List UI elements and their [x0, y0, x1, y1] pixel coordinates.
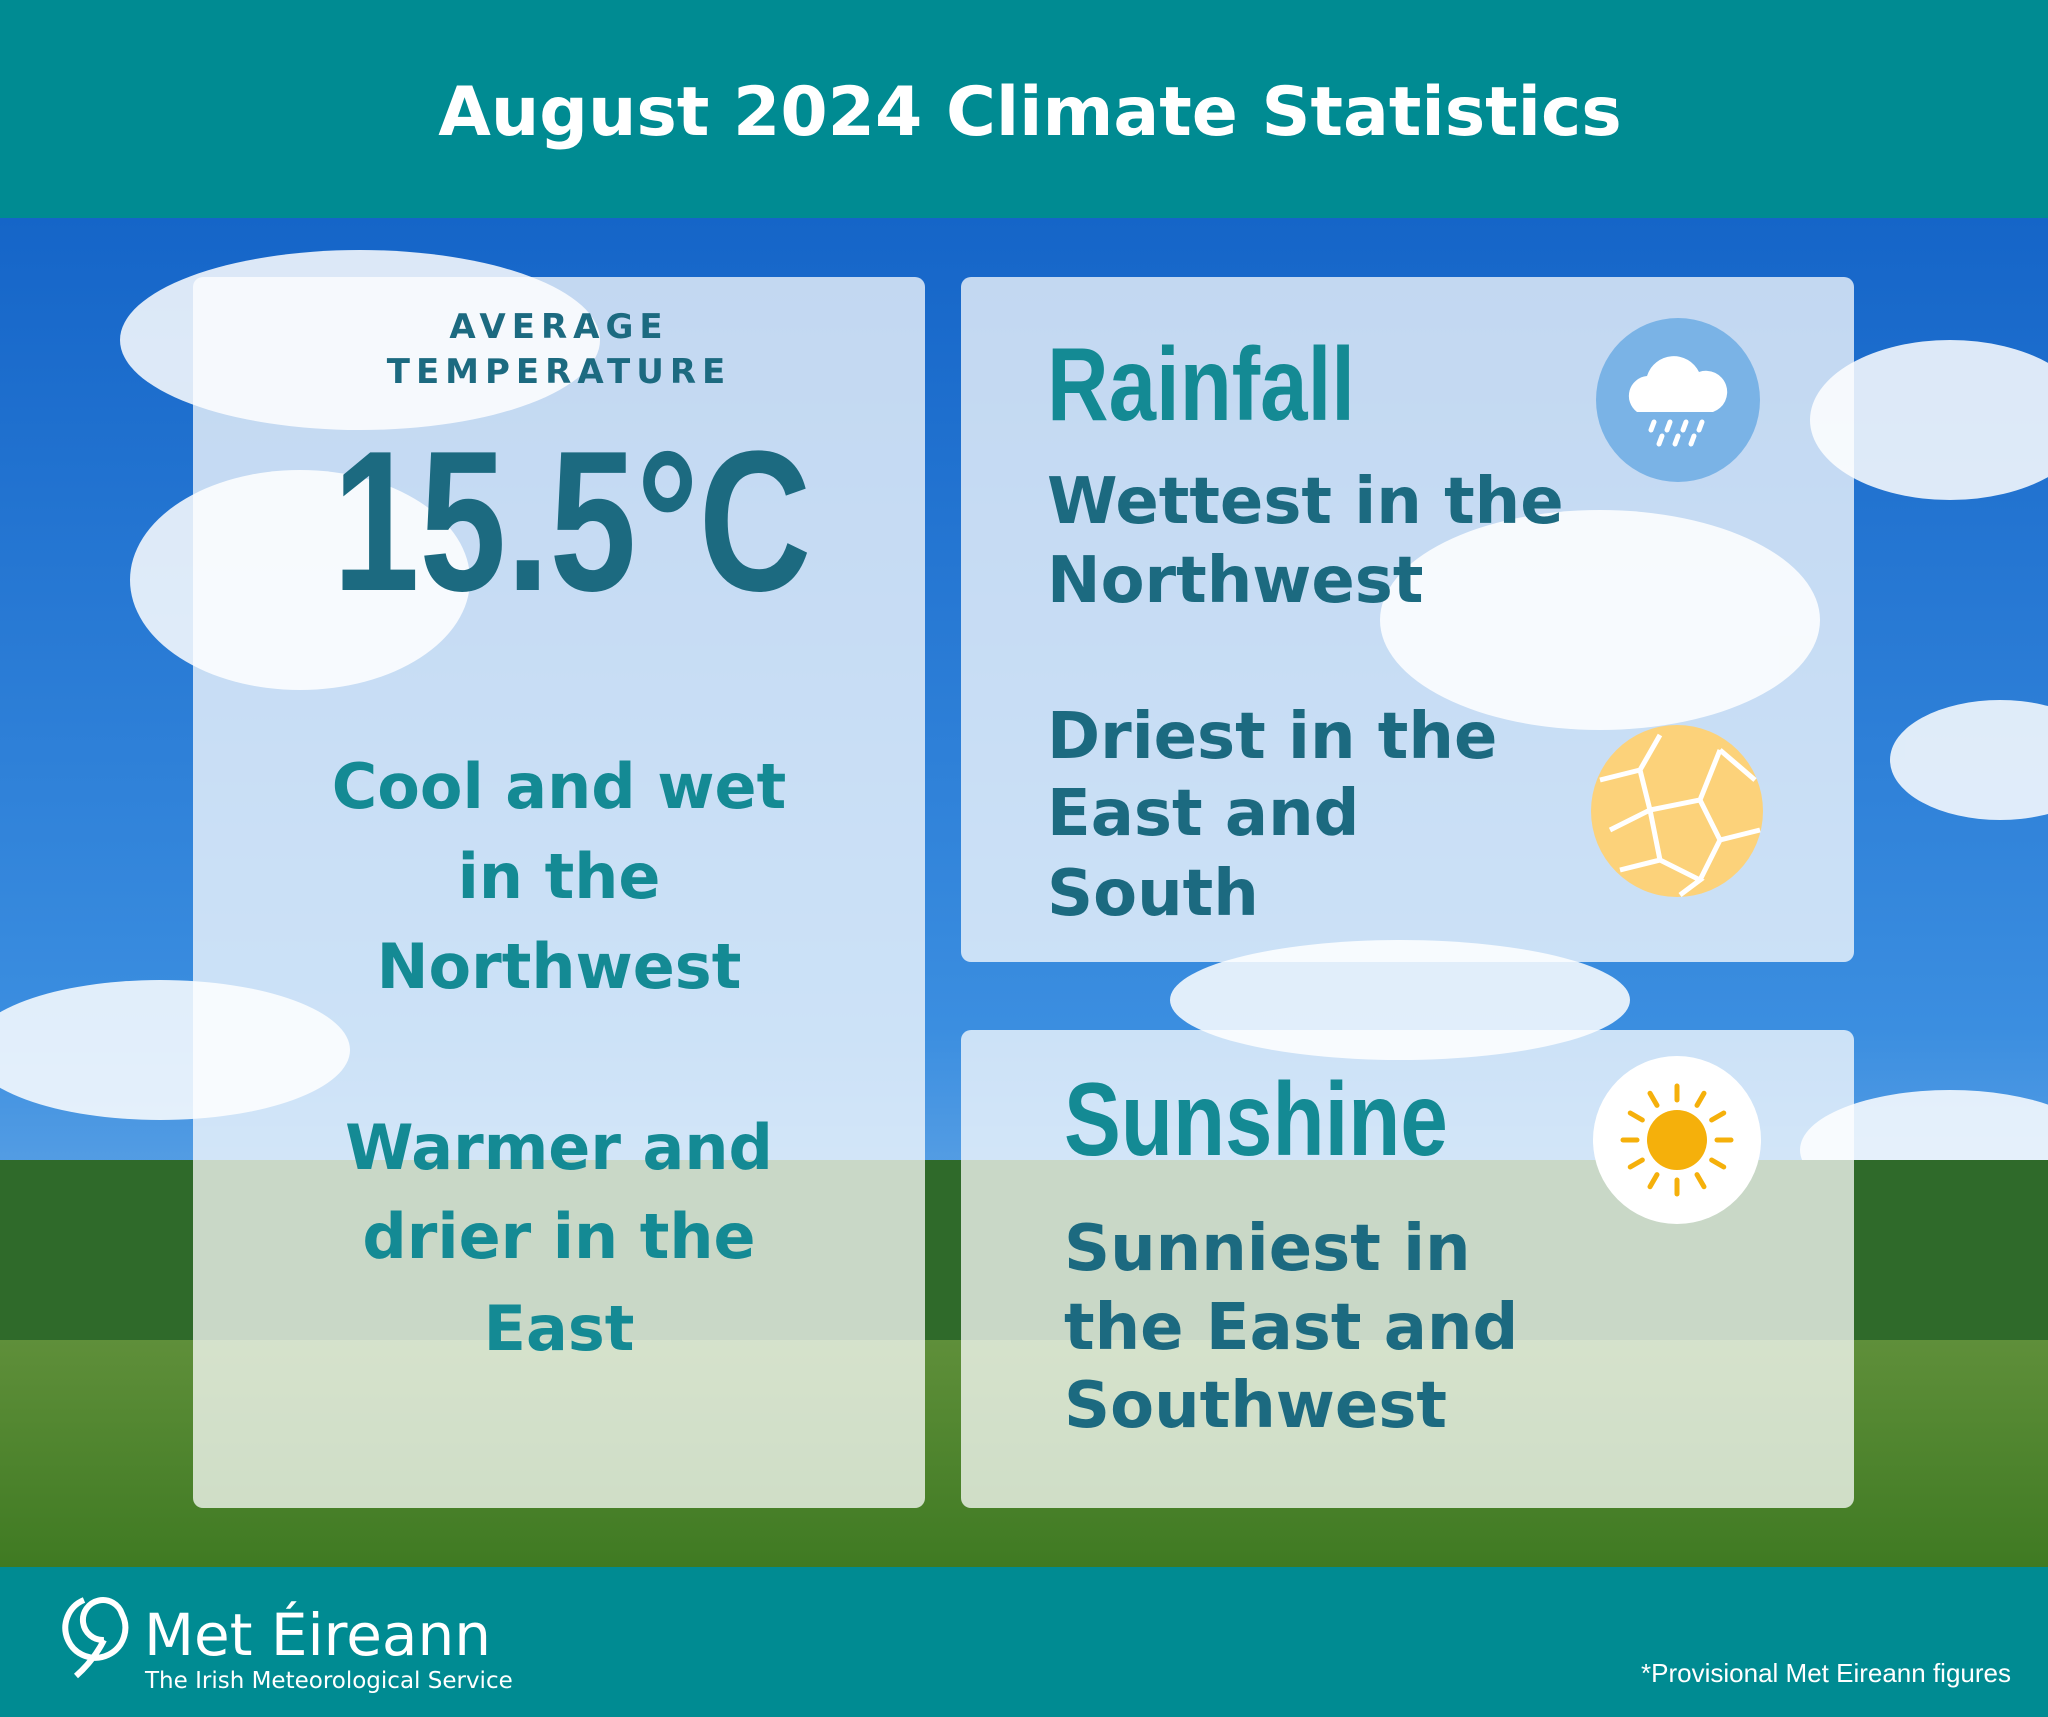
logo-tagline: The Irish Meteorological Service	[144, 1668, 513, 1694]
logo-text: Met Éireann	[144, 1600, 491, 1669]
footer-band	[0, 1567, 2048, 1717]
sunshine-text: Southwest	[1064, 1369, 1447, 1443]
header-band	[0, 0, 2048, 218]
sun-icon	[1593, 1056, 1761, 1224]
rainfall-text: South	[1047, 857, 1259, 931]
sun-ray	[1627, 1110, 1645, 1123]
logo-mark	[62, 1597, 129, 1679]
rainfall-text: East and	[1047, 777, 1359, 851]
rainfall-text: Driest in the	[1047, 700, 1497, 774]
temp-note: in the	[458, 840, 661, 913]
temp-note: drier in the	[362, 1200, 755, 1273]
dry-icon	[1591, 725, 1763, 897]
temp-note: Cool and wet	[332, 750, 786, 823]
sunshine-text: Sunniest in	[1064, 1212, 1471, 1286]
rainfall-title: Rainfall	[1047, 327, 1355, 443]
sun-ray	[1647, 1090, 1660, 1108]
footnote: *Provisional Met Eireann figures	[1641, 1658, 2011, 1688]
temp-note: Northwest	[377, 930, 742, 1003]
temperature-card	[193, 277, 925, 1508]
temp-label: TEMPERATURE	[387, 352, 731, 392]
temp-note: East	[484, 1292, 635, 1365]
sun-ray	[1694, 1090, 1707, 1108]
temp-label: AVERAGE	[449, 307, 668, 347]
rainfall-text: Northwest	[1047, 544, 1423, 618]
sun-ray	[1709, 1157, 1727, 1170]
sun-ray	[1694, 1172, 1707, 1190]
rainfall-text: Wettest in the	[1047, 465, 1564, 539]
sunshine-title: Sunshine	[1064, 1062, 1448, 1178]
sunshine-text: the East and	[1064, 1291, 1518, 1365]
rain-icon	[1596, 318, 1760, 482]
sun-ray	[1627, 1157, 1645, 1170]
sun-ray	[1709, 1110, 1727, 1123]
title: August 2024 Climate Statistics	[438, 73, 1622, 152]
sun-ray	[1647, 1172, 1660, 1190]
temp-note: Warmer and	[345, 1111, 773, 1184]
temp-value: 15.5°C	[333, 410, 812, 633]
